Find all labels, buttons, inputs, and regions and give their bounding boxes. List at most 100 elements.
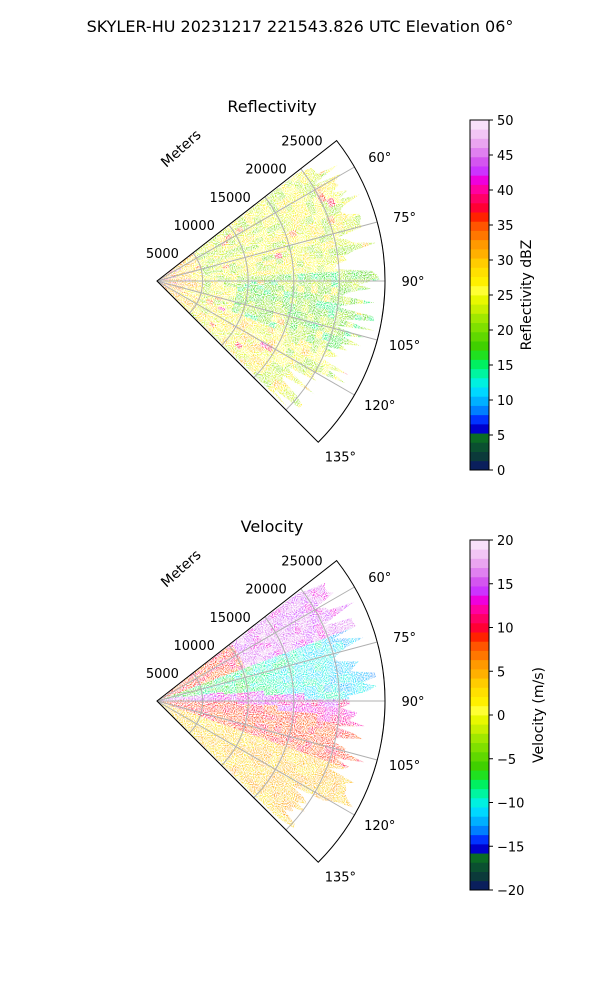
field-cell xyxy=(176,718,184,724)
field-cell xyxy=(296,260,305,268)
field-cell xyxy=(306,733,316,742)
field-cell xyxy=(182,301,190,308)
field-cell xyxy=(181,687,189,692)
field-cell xyxy=(196,671,204,678)
field-cell xyxy=(187,293,195,299)
field-cell xyxy=(174,290,182,295)
field-cell xyxy=(178,716,186,722)
colorbar-swatch xyxy=(470,586,489,596)
field-cell xyxy=(346,596,358,610)
field-cell xyxy=(170,699,178,701)
field-cell xyxy=(230,311,239,318)
field-cell xyxy=(220,258,229,264)
field-cell xyxy=(205,735,213,742)
field-cell xyxy=(210,692,218,696)
field-cell xyxy=(344,279,353,289)
field-cell xyxy=(223,270,232,275)
field-cell xyxy=(200,665,209,672)
field-cell xyxy=(209,689,218,694)
field-cell xyxy=(250,275,259,281)
field-cell xyxy=(183,675,191,682)
azimuth-tick-label: 90° xyxy=(401,695,424,710)
field-cell xyxy=(186,296,194,302)
field-cell xyxy=(303,182,314,193)
field-cell xyxy=(305,237,315,247)
field-cell xyxy=(242,263,251,270)
field-cell xyxy=(190,695,198,698)
field-cell xyxy=(230,693,238,698)
field-cell xyxy=(223,666,232,673)
field-cell xyxy=(218,656,227,664)
field-cell xyxy=(241,657,251,665)
field-cell xyxy=(299,239,308,249)
colorbar-label: Velocity (m/s) xyxy=(531,667,547,763)
field-cell xyxy=(217,277,225,281)
field-cell xyxy=(188,688,197,693)
field-cell xyxy=(179,262,187,268)
field-cell xyxy=(303,292,312,301)
field-cell xyxy=(216,710,224,716)
field-cell xyxy=(277,268,285,275)
field-cell xyxy=(324,271,332,280)
field-cell xyxy=(217,726,226,733)
field-cell xyxy=(352,361,363,374)
field-cell xyxy=(280,403,287,409)
field-cell xyxy=(357,203,369,216)
field-cell xyxy=(191,299,200,305)
field-cell xyxy=(203,275,212,279)
field-cell xyxy=(168,706,176,711)
field-cell xyxy=(280,823,287,829)
field-cell xyxy=(170,283,178,286)
field-cell xyxy=(175,708,183,713)
field-cell xyxy=(237,244,246,251)
field-cell xyxy=(323,264,332,273)
field-cell xyxy=(255,297,264,304)
field-cell xyxy=(310,706,319,715)
field-cell xyxy=(355,772,367,785)
field-cell xyxy=(207,244,216,251)
field-cell xyxy=(176,283,185,286)
field-cell xyxy=(294,667,303,676)
field-cell xyxy=(357,288,366,298)
field-cell xyxy=(322,644,333,655)
field-cell xyxy=(303,651,313,661)
field-cell xyxy=(328,391,340,404)
field-cell xyxy=(221,326,230,335)
field-cell xyxy=(257,704,265,710)
field-cell xyxy=(257,690,265,696)
field-cell xyxy=(270,289,278,297)
field-cell xyxy=(270,269,279,276)
field-cell xyxy=(183,699,192,701)
field-cell xyxy=(342,253,352,264)
field-cell xyxy=(310,293,319,302)
field-cell xyxy=(232,250,241,257)
azimuth-spoke xyxy=(156,280,378,341)
field-cell xyxy=(217,740,226,748)
field-cell xyxy=(270,236,279,245)
field-cell xyxy=(199,677,207,683)
field-cell xyxy=(243,732,253,740)
field-cell xyxy=(341,588,354,601)
field-cell xyxy=(196,315,205,322)
field-cell xyxy=(170,697,178,700)
field-cell xyxy=(336,784,347,797)
field-cell xyxy=(330,683,339,693)
field-cell xyxy=(180,712,189,717)
field-cell xyxy=(198,255,207,261)
colorbar-swatch xyxy=(470,715,489,725)
field-cell xyxy=(226,656,235,664)
field-cell xyxy=(263,265,272,271)
field-cell xyxy=(282,256,291,264)
field-cell xyxy=(199,741,208,749)
field-cell xyxy=(200,259,208,265)
field-cell xyxy=(263,270,272,276)
field-cell xyxy=(197,302,206,308)
panel-reflectivity: Reflectivity 5000 10000 15000 20000 25000 60°… xyxy=(146,97,535,479)
field-cell xyxy=(350,707,359,718)
field-cell xyxy=(366,651,376,663)
field-cell xyxy=(367,660,377,672)
colorbar-swatch xyxy=(470,239,489,250)
field-cell xyxy=(197,722,206,728)
field-cell xyxy=(176,276,185,279)
field-cell xyxy=(210,738,219,746)
